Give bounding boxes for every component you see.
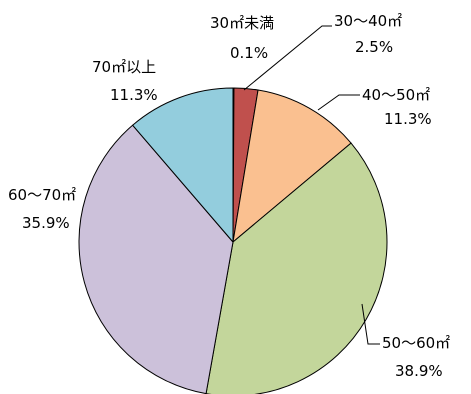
- leader-lines: [243, 25, 380, 345]
- value-30-40: 2.5%: [355, 38, 393, 56]
- leader-line-30-40: [243, 25, 332, 91]
- value-60-70: 35.9%: [22, 214, 70, 232]
- label-70-over: 70㎡以上: [92, 58, 156, 76]
- leader-line-40-50: [317, 94, 360, 111]
- value-30-under: 0.1%: [230, 44, 268, 62]
- pie-slice-3: [205, 142, 388, 394]
- slice-labels: 30㎡未満 0.1% 30～40㎡ 2.5% 40～50㎡ 11.3% 50～6…: [8, 12, 450, 380]
- pie-slice-5: [131, 87, 234, 244]
- value-40-50: 11.3%: [384, 110, 432, 128]
- label-40-50: 40～50㎡: [362, 86, 430, 104]
- leader-line-50-60: [361, 303, 380, 345]
- value-50-60: 38.9%: [395, 362, 443, 380]
- pie-slice-4: [78, 124, 234, 394]
- label-50-60: 50～60㎡: [382, 334, 450, 352]
- label-30-40: 30～40㎡: [334, 12, 402, 30]
- pie-slices: [78, 87, 388, 394]
- value-70-over: 11.3%: [110, 86, 158, 104]
- pie-slice-2: [232, 89, 352, 244]
- label-60-70: 60～70㎡: [8, 186, 76, 204]
- label-30-under: 30㎡未満: [210, 14, 274, 32]
